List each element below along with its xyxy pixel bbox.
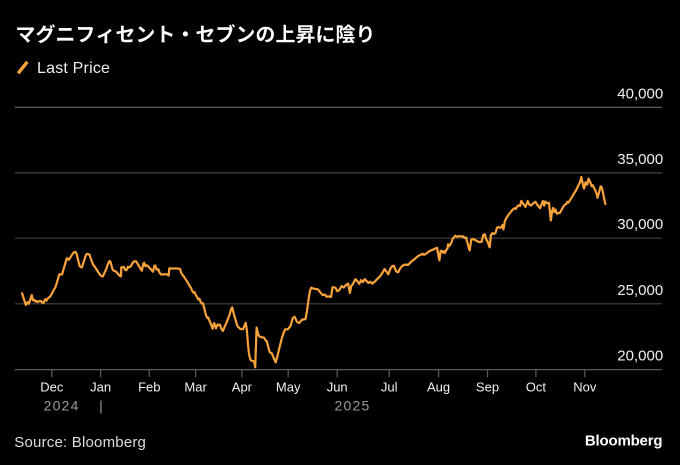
svg-text:35,000: 35,000 <box>617 151 663 168</box>
svg-text:25,000: 25,000 <box>617 282 663 299</box>
svg-text:Jul: Jul <box>381 379 398 394</box>
svg-text:Aug: Aug <box>427 379 450 394</box>
svg-text:Apr: Apr <box>232 379 253 394</box>
svg-text:Last Price: Last Price <box>37 60 110 77</box>
svg-text:|: | <box>99 397 103 413</box>
svg-text:30,000: 30,000 <box>617 216 663 233</box>
svg-text:Nov: Nov <box>573 379 597 394</box>
svg-text:Dec: Dec <box>40 379 64 394</box>
svg-text:Mar: Mar <box>184 379 207 394</box>
svg-text:Sep: Sep <box>476 379 499 394</box>
svg-text:May: May <box>276 379 301 394</box>
svg-text:2024: 2024 <box>44 397 80 413</box>
svg-text:2025: 2025 <box>335 397 371 413</box>
svg-text:Jan: Jan <box>90 379 111 394</box>
svg-text:Source: Bloomberg: Source: Bloomberg <box>14 434 146 451</box>
svg-text:Jun: Jun <box>327 379 348 394</box>
svg-text:Feb: Feb <box>138 379 160 394</box>
svg-text:Bloomberg: Bloomberg <box>585 433 662 450</box>
svg-text:Oct: Oct <box>526 379 547 394</box>
svg-text:20,000: 20,000 <box>617 348 663 365</box>
svg-text:40,000: 40,000 <box>617 85 663 102</box>
